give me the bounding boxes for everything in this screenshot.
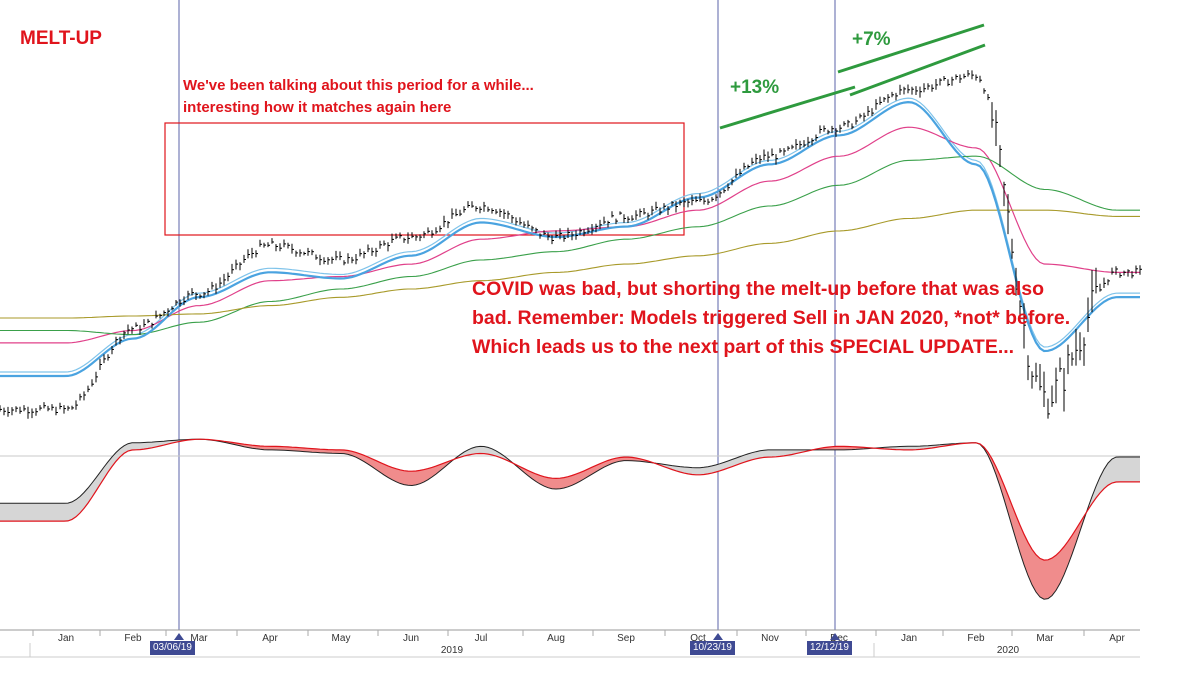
- oscillator-fill: [396, 469, 400, 484]
- annotation-rect: [165, 123, 684, 235]
- x-tick-label: Jul: [475, 633, 488, 644]
- x-tick-label: Aug: [547, 633, 565, 644]
- oscillator-fill: [1132, 457, 1136, 482]
- x-tick-label: Jan: [58, 633, 74, 644]
- oscillator-fill: [16, 503, 20, 521]
- oscillator-fill: [140, 443, 144, 450]
- oscillator-fill: [20, 503, 24, 521]
- oscillator-fill: [476, 446, 480, 453]
- x-tick-label: Apr: [1109, 633, 1125, 644]
- oscillator-fill: [420, 470, 424, 484]
- oscillator-fill: [1052, 555, 1056, 595]
- oscillator-fill: [700, 467, 704, 474]
- gain-7-label: +7%: [852, 29, 891, 51]
- oscillator-fill: [1116, 457, 1120, 482]
- gain-13-label: +13%: [730, 77, 779, 99]
- oscillator-fill: [1048, 558, 1052, 598]
- x-year-label: 2020: [997, 645, 1020, 656]
- oscillator-fill: [24, 503, 28, 521]
- oscillator-fill: [12, 503, 16, 521]
- oscillator-fill: [548, 478, 552, 489]
- x-tick-label: Feb: [124, 633, 142, 644]
- date-marker-label: 03/06/19: [150, 641, 195, 655]
- oscillator-fill: [760, 450, 764, 458]
- date-marker-triangle: [174, 633, 184, 640]
- oscillator-fill: [36, 503, 40, 521]
- oscillator-fill: [560, 478, 564, 489]
- oscillator-fill: [132, 443, 136, 450]
- oscillator-fill: [400, 470, 404, 485]
- oscillator-fill: [1128, 457, 1132, 482]
- oscillator-fill: [68, 502, 72, 521]
- oscillator-fill: [136, 443, 140, 450]
- oscillator-fill: [776, 450, 780, 457]
- oscillator-fill: [556, 478, 560, 489]
- oscillator-fill: [32, 503, 36, 521]
- x-year-label: 2019: [441, 645, 464, 656]
- main-note-text: COVID was bad, but shorting the melt-up …: [472, 275, 1072, 362]
- oscillator-fill: [764, 450, 768, 457]
- oscillator-fill: [552, 478, 556, 489]
- annotation-box-text: We've been talking about this period for…: [183, 75, 613, 119]
- oscillator-fill: [408, 471, 412, 485]
- date-marker-label: 12/12/19: [807, 641, 852, 655]
- x-tick-label: Jan: [901, 633, 917, 644]
- oscillator-fill: [60, 503, 64, 521]
- oscillator-fill: [44, 503, 48, 521]
- oscillator-fill: [1120, 457, 1124, 482]
- oscillator-fill: [1136, 457, 1140, 482]
- oscillator-fill: [416, 470, 420, 484]
- chart-title: MELT-UP: [20, 28, 102, 50]
- oscillator-fill: [412, 471, 416, 485]
- oscillator-fill: [1044, 560, 1048, 599]
- oscillator-fill: [692, 468, 696, 475]
- date-marker-triangle: [713, 633, 723, 640]
- x-tick-label: May: [332, 633, 351, 644]
- x-tick-label: Sep: [617, 633, 635, 644]
- x-tick-label: Apr: [262, 633, 278, 644]
- oscillator-fill: [52, 503, 56, 521]
- oscillator-fill: [1124, 457, 1128, 482]
- oscillator-fill: [0, 503, 4, 521]
- oscillator-fill: [768, 450, 772, 457]
- oscillator-slow-line: [0, 439, 1140, 560]
- oscillator-fill: [1040, 558, 1044, 599]
- oscillator-fill: [772, 450, 776, 457]
- oscillator-fill: [480, 446, 484, 453]
- x-tick-label: Mar: [1036, 633, 1054, 644]
- oscillator-fill: [704, 467, 708, 475]
- oscillator-fill: [564, 477, 568, 488]
- oscillator-fast-line: [0, 439, 1140, 599]
- oscillator-fill: [8, 503, 12, 521]
- trend-line-7-lower: [850, 45, 985, 95]
- oscillator-fill: [4, 503, 8, 521]
- oscillator-fill: [48, 503, 52, 521]
- x-tick-label: Jun: [403, 633, 419, 644]
- oscillator-fill: [404, 471, 408, 486]
- oscillator-fill: [40, 503, 44, 521]
- date-marker-label: 10/23/19: [690, 641, 735, 655]
- oscillator-fill: [696, 468, 700, 475]
- x-tick-label: Feb: [967, 633, 985, 644]
- oscillator-fill: [1036, 555, 1040, 597]
- oscillator-fill: [1112, 457, 1116, 483]
- oscillator-fill: [1060, 547, 1064, 584]
- x-tick-label: Nov: [761, 633, 779, 644]
- oscillator-fill: [64, 503, 68, 521]
- oscillator-fill: [28, 503, 32, 521]
- oscillator-fill: [56, 503, 60, 521]
